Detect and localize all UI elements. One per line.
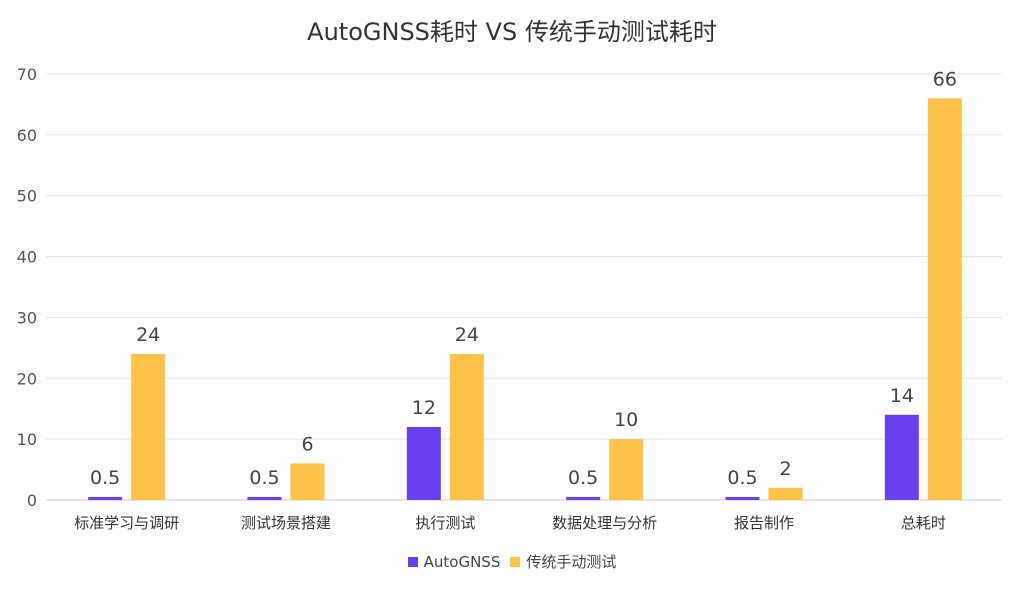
y-tick-label-0: 0	[27, 491, 37, 510]
x-tick-label-1: 测试场景搭建	[241, 514, 331, 532]
y-tick-label-60: 60	[17, 126, 37, 145]
bar-autognss-0	[88, 496, 123, 500]
bar-manual-4	[768, 487, 803, 500]
x-tick-label-0: 标准学习与调研	[74, 514, 179, 532]
y-tick-label-50: 50	[17, 187, 37, 206]
data-label-manual-0: 24	[136, 324, 160, 346]
y-tick-label-70: 70	[17, 65, 37, 84]
bar-autognss-1	[247, 496, 282, 500]
data-label-autognss-0: 0.5	[90, 467, 120, 489]
bar-autognss-2	[406, 426, 441, 500]
data-label-autognss-3: 0.5	[568, 467, 598, 489]
bar-manual-2	[449, 353, 484, 500]
data-label-autognss-2: 12	[412, 397, 436, 419]
bar-autognss-3	[566, 496, 601, 500]
legend-item-manual: 传统手动测试	[510, 551, 616, 572]
y-tick-label-10: 10	[17, 430, 37, 449]
legend-label-manual: 传统手动测试	[526, 553, 617, 571]
data-label-manual-2: 24	[455, 324, 479, 346]
data-label-manual-1: 6	[301, 433, 313, 455]
x-tick-label-5: 总耗时	[901, 514, 946, 532]
bar-manual-0	[131, 353, 166, 500]
y-tick-label-20: 20	[17, 369, 37, 388]
legend-item-autognss: AutoGNSS	[407, 552, 501, 571]
legend-swatch-autognss	[407, 556, 418, 567]
bar-manual-1	[290, 463, 325, 500]
x-tick-label-4: 报告制作	[734, 514, 794, 532]
bar-autognss-5	[884, 414, 919, 500]
x-tick-label-3: 数据处理与分析	[552, 514, 657, 532]
x-tick-label-2: 执行测试	[415, 514, 475, 532]
chart-title: AutoGNSS耗时 VS 传统手动测试耗时	[307, 18, 717, 46]
data-label-autognss-5: 14	[890, 385, 914, 407]
y-tick-label-40: 40	[17, 248, 37, 267]
data-label-manual-5: 66	[933, 68, 957, 90]
bar-autognss-4	[725, 496, 760, 500]
bar-manual-5	[927, 98, 962, 500]
legend: AutoGNSS 传统手动测试	[0, 551, 1024, 572]
legend-label-autognss: AutoGNSS	[423, 552, 501, 571]
data-label-autognss-1: 0.5	[249, 467, 279, 489]
data-label-manual-3: 10	[614, 409, 638, 431]
legend-swatch-manual	[510, 556, 521, 567]
data-label-manual-4: 2	[779, 458, 791, 480]
data-label-autognss-4: 0.5	[727, 467, 757, 489]
y-tick-label-30: 30	[17, 308, 37, 327]
bar-manual-3	[609, 439, 644, 500]
